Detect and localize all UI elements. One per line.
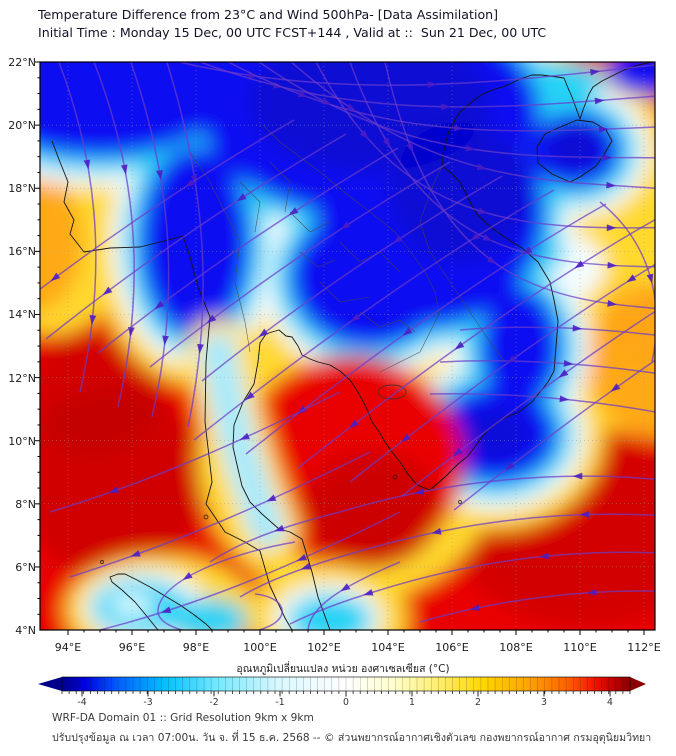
y-axis-label: 4°N <box>15 624 36 637</box>
y-axis-label: 18°N <box>8 182 36 195</box>
svg-text:-2: -2 <box>209 697 218 708</box>
y-axis-label: 20°N <box>8 119 36 132</box>
svg-text:3: 3 <box>541 697 547 708</box>
x-axis-label: 102°E <box>307 641 340 654</box>
x-axis-label: 96°E <box>119 641 145 654</box>
y-axis: 22°N 20°N 18°N 16°N 14°N 12°N 10°N 8°N 6… <box>8 56 36 637</box>
colorbar-segments <box>68 677 624 691</box>
svg-text:2: 2 <box>475 697 481 708</box>
figure-title: Temperature Difference from 23°C and Win… <box>38 7 499 22</box>
y-axis-label: 16°N <box>8 245 36 258</box>
x-axis-label: 104°E <box>371 641 404 654</box>
x-axis-label: 108°E <box>499 641 532 654</box>
colorbar-tick-labels: -4 -3 -2 -1 0 1 2 3 4 <box>77 697 613 708</box>
y-axis-label: 8°N <box>15 498 36 511</box>
coastlines-layer <box>51 62 653 630</box>
footer-update-info: ปรับปรุงข้อมูล ณ เวลา 07:00น. วัน จ. ที่… <box>52 732 652 744</box>
svg-text:0: 0 <box>343 697 349 708</box>
colorbar-title: อุณหภูมิเปลี่ยนแปลง หน่วย องศาเซลเซียส (… <box>236 661 449 675</box>
y-axis-label: 22°N <box>8 56 36 69</box>
x-axis-label: 94°E <box>55 641 81 654</box>
colorbar-right-arrow <box>630 677 646 691</box>
colorbar-ticks <box>61 691 631 697</box>
figure-subtitle: Initial Time : Monday 15 Dec, 00 UTC FCS… <box>38 25 547 40</box>
svg-text:-1: -1 <box>275 697 284 708</box>
y-axis-label: 12°N <box>8 372 36 385</box>
x-axis-label: 106°E <box>435 641 468 654</box>
map-plot: 22°N 20°N 18°N 16°N 14°N 12°N 10°N 8°N 6… <box>8 56 661 654</box>
footer-domain-info: WRF-DA Domain 01 :: Grid Resolution 9km … <box>52 712 314 724</box>
svg-text:1: 1 <box>409 697 415 708</box>
svg-text:-4: -4 <box>77 697 86 708</box>
x-axis: 94°E 96°E 98°E 100°E 102°E 104°E 106°E 1… <box>55 641 661 654</box>
map-inner <box>35 61 656 635</box>
x-axis-label: 100°E <box>243 641 276 654</box>
colorbar-left-arrow <box>38 677 62 691</box>
y-axis-label: 14°N <box>8 308 36 321</box>
map-border <box>39 61 656 631</box>
borders-layer <box>189 124 506 373</box>
svg-text:4: 4 <box>607 697 613 708</box>
x-axis-label: 112°E <box>627 641 660 654</box>
colorbar: อุณหภูมิเปลี่ยนแปลง หน่วย องศาเซลเซียส (… <box>38 661 646 708</box>
temperature-field <box>40 62 655 630</box>
x-axis-label: 110°E <box>563 641 596 654</box>
y-axis-label: 10°N <box>8 435 36 448</box>
x-axis-label: 98°E <box>183 641 209 654</box>
streamlines-layer <box>40 62 655 630</box>
svg-text:-3: -3 <box>143 697 152 708</box>
y-axis-label: 6°N <box>15 561 36 574</box>
